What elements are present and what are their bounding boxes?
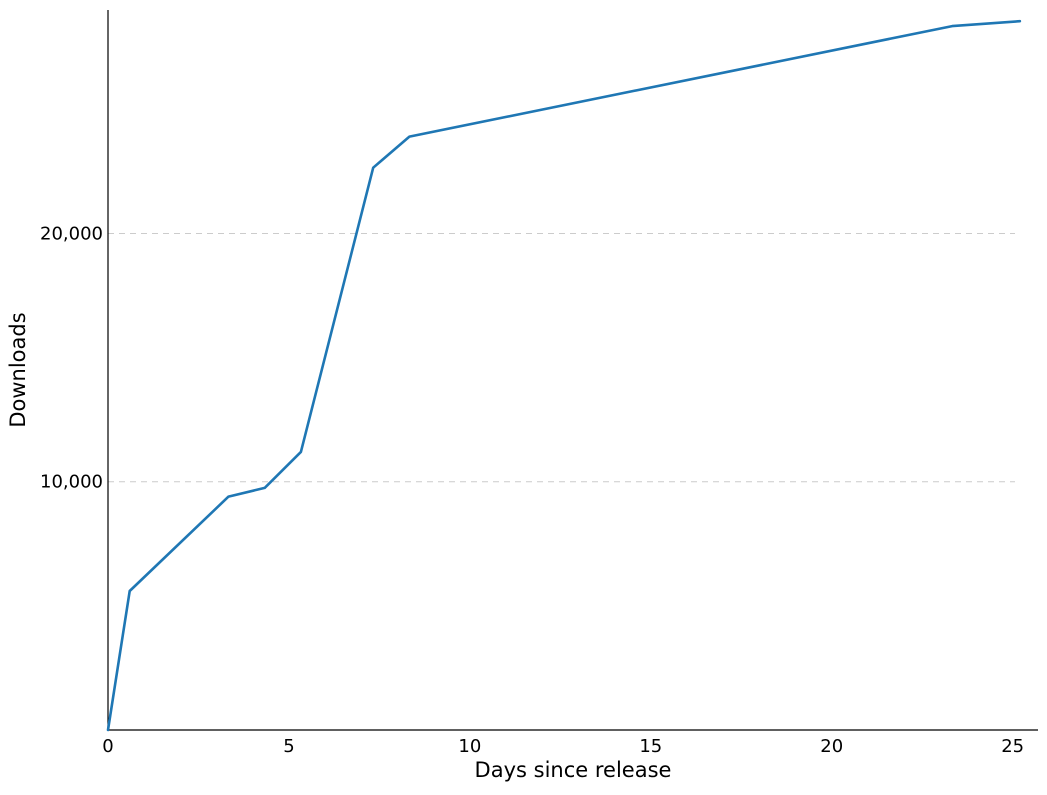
y-tick-label: 20,000 [40,223,103,244]
x-tick-labels: 0 5 10 15 20 25 [102,736,1024,757]
x-tick-label: 20 [820,736,843,757]
x-tick-label: 15 [639,736,662,757]
grid-lines [108,232,1015,483]
x-tick-label: 0 [102,736,113,757]
x-tick-label: 5 [283,736,294,757]
x-tick-label: 10 [458,736,481,757]
y-axis-title: Downloads [6,312,30,427]
y-tick-label: 10,000 [40,472,103,493]
y-tick-labels: 10,000 20,000 [40,223,103,492]
x-tick-label: 25 [1001,736,1024,757]
series-layer [106,19,1022,732]
x-axis-title: Days since release [475,758,672,782]
series-line-0 [106,19,1022,732]
